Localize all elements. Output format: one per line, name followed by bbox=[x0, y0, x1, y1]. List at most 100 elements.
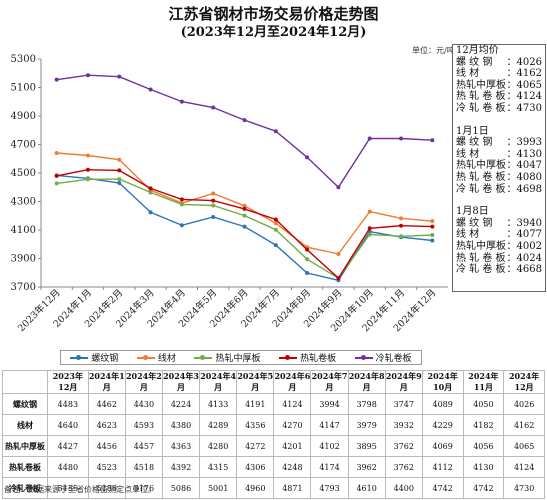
series-line bbox=[56, 152, 433, 255]
data-point bbox=[117, 168, 122, 173]
data-point bbox=[117, 180, 122, 185]
data-point bbox=[211, 215, 216, 220]
side-panel-row: 冷 轧 卷 板：4698 bbox=[453, 184, 545, 196]
legend-label: 冷轧卷板 bbox=[375, 354, 412, 364]
table-column-header: 2024年5月 bbox=[236, 370, 275, 394]
data-point bbox=[54, 77, 59, 82]
data-point bbox=[336, 276, 341, 281]
table-cell: 3747 bbox=[384, 393, 423, 415]
side-panel-value: ：4002 bbox=[506, 240, 542, 252]
table-cell: 4102 bbox=[310, 435, 349, 457]
data-point bbox=[273, 243, 278, 248]
side-panel-value: ：4730 bbox=[506, 102, 542, 114]
table-cell: 3932 bbox=[384, 414, 423, 436]
data-point bbox=[211, 191, 216, 196]
table-cell: 4356 bbox=[236, 414, 275, 436]
data-point bbox=[273, 129, 278, 134]
side-panel-label: 螺 纹 钢 bbox=[456, 217, 493, 229]
data-point bbox=[399, 136, 404, 141]
table-cell: 3979 bbox=[347, 414, 386, 436]
legend-swatch bbox=[354, 354, 373, 360]
price-data-table: 2023年12月 2024年1月 2024年2月 2024年3月 2024年4月 2024… bbox=[2, 370, 545, 499]
y-tick-label: 3900 bbox=[11, 254, 36, 265]
table-row: 螺纹钢 4483 4462 4430 4224 4133 4191 4124 3994 3798 3… bbox=[2, 393, 545, 415]
table-column-header: 2024年4月 bbox=[199, 370, 238, 394]
data-point bbox=[148, 210, 153, 215]
table-cell: 4392 bbox=[161, 456, 201, 478]
table-row-header: 螺纹钢 bbox=[2, 393, 48, 415]
data-point bbox=[242, 118, 247, 123]
data-point bbox=[305, 247, 310, 252]
data-point bbox=[430, 224, 435, 229]
side-panel-row: 螺 纹 钢 ：3993 bbox=[453, 137, 545, 149]
data-point bbox=[242, 224, 247, 229]
y-tick-label: 4300 bbox=[11, 197, 36, 208]
table-cell: 4124 bbox=[503, 456, 545, 478]
data-point bbox=[305, 155, 310, 160]
side-panel-label: 热轧中厚板 bbox=[456, 160, 506, 172]
table-cell: 4457 bbox=[124, 435, 163, 457]
data-point bbox=[242, 203, 247, 208]
table-cell: 4280 bbox=[199, 435, 238, 457]
table-cell: 4742 bbox=[462, 477, 505, 499]
data-point bbox=[305, 257, 310, 262]
side-panel-row: 热 轧 卷 板：4024 bbox=[453, 253, 545, 265]
chart-legend: 螺纹钢 线材 热轧中厚板 热轧卷板 冷轧卷板 bbox=[60, 350, 422, 365]
side-panel-value: ：4047 bbox=[506, 160, 542, 172]
table-cell: 4462 bbox=[87, 393, 126, 415]
data-point bbox=[148, 190, 153, 195]
table-cell: 4480 bbox=[47, 456, 89, 478]
data-point bbox=[399, 216, 404, 221]
data-point bbox=[399, 223, 404, 228]
data-point bbox=[242, 206, 247, 211]
legend-swatch bbox=[194, 354, 213, 360]
data-point bbox=[117, 177, 122, 182]
side-panel-row: 热 轧 卷 板：4080 bbox=[453, 172, 545, 184]
side-panel-label: 热 轧 卷 板 bbox=[456, 171, 506, 183]
data-point bbox=[54, 181, 59, 186]
side-panel-label: 冷 轧 卷 板 bbox=[456, 264, 506, 276]
table-cell: 4640 bbox=[47, 414, 89, 436]
table-cell: 4182 bbox=[462, 414, 505, 436]
line-chart: 3700390041004300450047004900510053002023… bbox=[11, 54, 448, 334]
side-panel-heading: 1月1日 bbox=[456, 125, 489, 137]
table-column-header: 2024年1月 bbox=[87, 370, 126, 394]
data-point bbox=[367, 209, 372, 214]
data-point bbox=[273, 227, 278, 232]
data-point bbox=[367, 226, 372, 231]
data-point bbox=[430, 232, 435, 237]
table-cell: 4306 bbox=[236, 456, 275, 478]
table-cell: 4248 bbox=[273, 456, 312, 478]
legend-label: 线材 bbox=[157, 354, 176, 364]
table-cell: 4430 bbox=[124, 393, 163, 415]
y-tick-label: 5300 bbox=[11, 54, 36, 65]
side-panel-label: 线 材 bbox=[456, 229, 480, 241]
table-cell: 3798 bbox=[347, 393, 386, 415]
legend-label: 热轧卷板 bbox=[300, 354, 337, 364]
y-tick-label: 4900 bbox=[11, 111, 36, 122]
side-panel-value: ：4080 bbox=[506, 171, 542, 183]
side-panel-row: 热轧中厚板 ：4002 bbox=[453, 241, 545, 253]
side-panel-label: 线 材 bbox=[456, 68, 480, 80]
side-panel-value: ：4077 bbox=[506, 229, 542, 241]
table-cell: 4272 bbox=[236, 435, 275, 457]
table-cell: 4289 bbox=[199, 414, 238, 436]
table-cell: 5001 bbox=[199, 477, 238, 499]
table-cell: 3994 bbox=[310, 393, 349, 415]
y-tick-label: 4700 bbox=[11, 140, 36, 151]
side-panel-label: 线 材 bbox=[456, 148, 480, 160]
table-column-header: 2024年8月 bbox=[347, 370, 386, 394]
table-column-header: 2024年2月 bbox=[124, 370, 163, 394]
series-line bbox=[56, 168, 433, 280]
table-column-header: 2024年3月 bbox=[161, 370, 201, 394]
side-panel-label: 热轧中厚板 bbox=[456, 240, 506, 252]
data-point bbox=[430, 219, 435, 224]
legend-label: 螺纹钢 bbox=[91, 354, 119, 364]
side-panel-heading: 12月均价 bbox=[456, 45, 499, 56]
table-cell: 4065 bbox=[503, 435, 545, 457]
legend-label: 热轧中厚板 bbox=[215, 354, 261, 364]
table-cell: 4056 bbox=[462, 435, 505, 457]
data-point bbox=[211, 105, 216, 110]
table-cell: 3762 bbox=[384, 435, 423, 457]
table-cell: 4089 bbox=[421, 393, 464, 415]
